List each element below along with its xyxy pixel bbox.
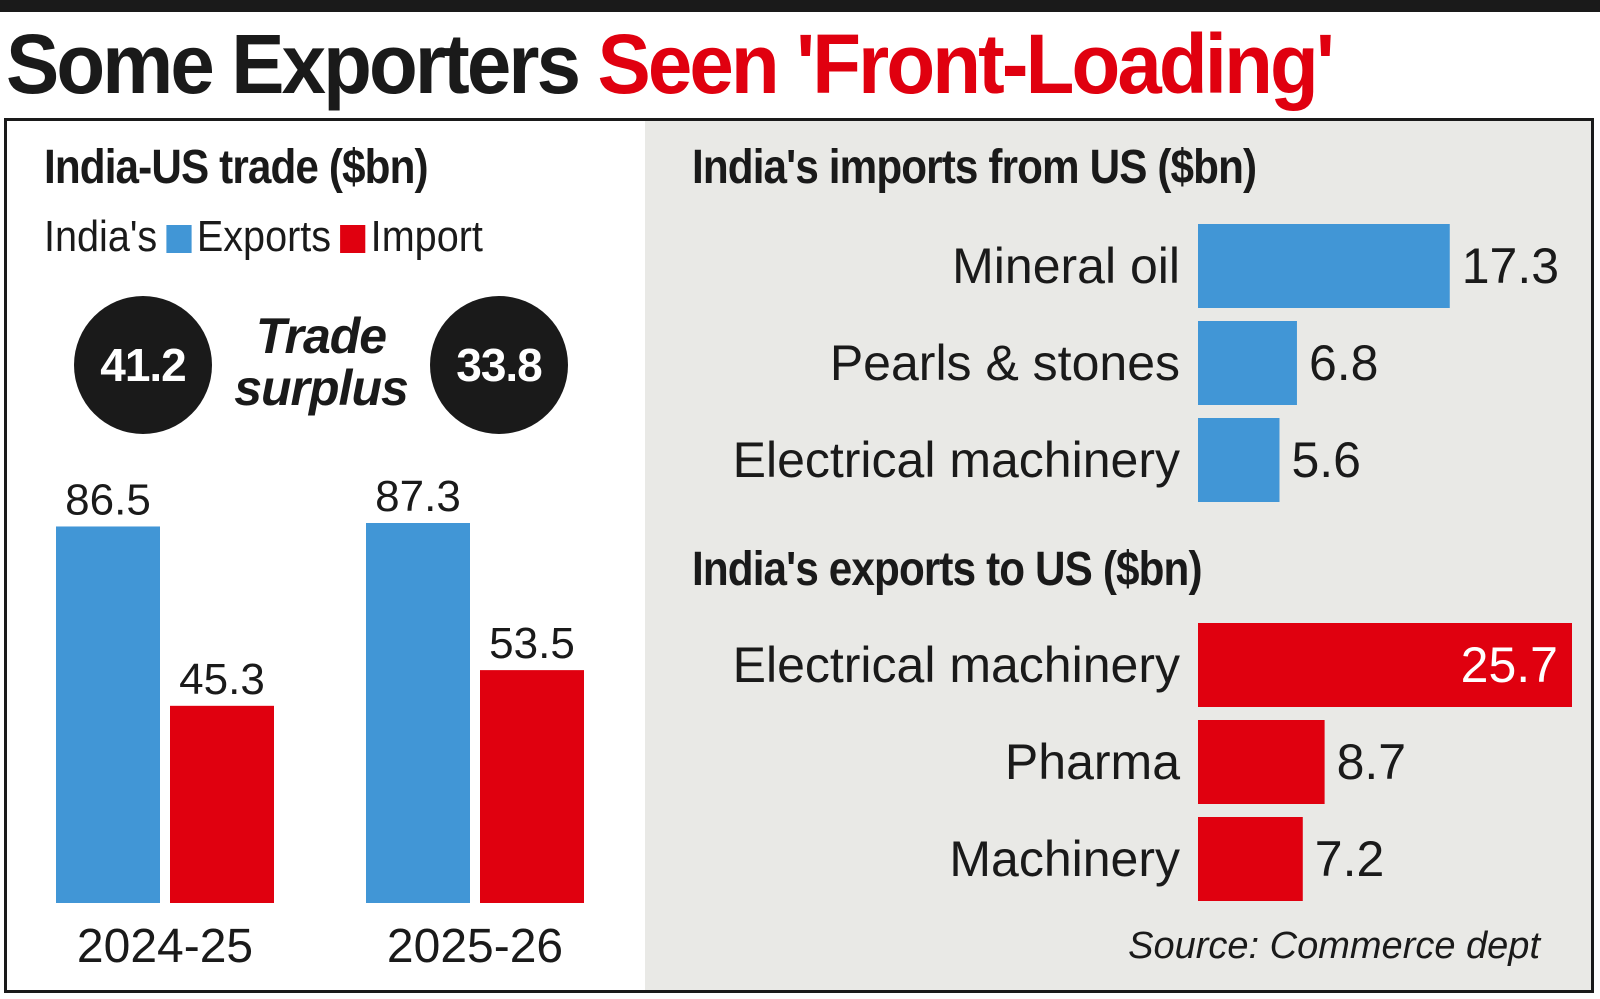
- legend-prefix: India's: [44, 212, 158, 261]
- legend-exports-swatch: [166, 225, 192, 253]
- exports-value-pharma: 8.7: [1337, 734, 1407, 790]
- bar-import-2024-25: [170, 705, 274, 903]
- bar-exports-2025-26: [366, 523, 470, 903]
- label-exports-2024-25: 86.5: [65, 475, 151, 524]
- imports-category-pearls-stones: Pearls & stones: [830, 335, 1180, 391]
- headline-part-black: Some Exporters: [6, 17, 581, 111]
- exports-category-pharma: Pharma: [1005, 734, 1180, 790]
- surplus-value-2025-26: 33.8: [456, 339, 543, 391]
- imports-category-mineral-oil: Mineral oil: [952, 238, 1180, 294]
- bar-exports-2024-25: [56, 526, 160, 903]
- x-tick-2024-25: 2024-25: [77, 920, 253, 973]
- trade-legend: India's Exports Import: [44, 212, 483, 262]
- source-note: Source: Commerce dept: [1128, 925, 1540, 967]
- exports-value-electrical-machinery: 25.7: [1461, 637, 1558, 693]
- imports-bar-pearls-stones: [1198, 321, 1297, 405]
- imports-value-pearls-stones: 6.8: [1309, 335, 1379, 391]
- trade-chart-title: India-US trade ($bn): [44, 141, 429, 194]
- headline-part-red: Seen 'Front-Loading': [597, 17, 1334, 111]
- surplus-circle-2025-26: 33.8: [430, 296, 568, 434]
- imports-bar-mineral-oil: [1198, 224, 1450, 308]
- exports-bar-electrical-machinery: [1198, 623, 1572, 707]
- headline: Some Exporters Seen 'Front-Loading': [6, 6, 1335, 114]
- trade-bar-chart: 86.5 45.3 2024-25 87.3 53.5 2025-26: [56, 472, 584, 973]
- imports-chart-title: India's imports from US ($bn): [692, 141, 1257, 194]
- exports-bar-machinery: [1198, 817, 1303, 901]
- label-import-2024-25: 45.3: [179, 655, 265, 704]
- surplus-value-2024-25: 41.2: [100, 339, 187, 391]
- exports-category-machinery: Machinery: [949, 831, 1180, 887]
- legend-import-swatch: [340, 225, 366, 253]
- legend-import-label: Import: [370, 212, 483, 261]
- imports-bar-electrical-machinery: [1198, 418, 1280, 502]
- exports-chart-title: India's exports to US ($bn): [692, 543, 1203, 596]
- top-rule: [0, 0, 1600, 12]
- legend-exports-label: Exports: [196, 212, 332, 261]
- imports-category-electrical-machinery: Electrical machinery: [733, 432, 1180, 488]
- exports-bar-pharma: [1198, 720, 1325, 804]
- exports-category-electrical-machinery: Electrical machinery: [733, 637, 1180, 693]
- trade-surplus-label: Trade surplus: [226, 310, 416, 414]
- trade-surplus-label-line1: Trade: [255, 308, 387, 364]
- exports-value-machinery: 7.2: [1315, 831, 1385, 887]
- x-tick-2025-26: 2025-26: [387, 920, 563, 973]
- trade-surplus-label-line2: surplus: [234, 360, 409, 416]
- surplus-circle-2024-25: 41.2: [74, 296, 212, 434]
- label-import-2025-26: 53.5: [489, 619, 575, 668]
- label-exports-2025-26: 87.3: [375, 472, 461, 521]
- imports-value-mineral-oil: 17.3: [1462, 238, 1559, 294]
- imports-value-electrical-machinery: 5.6: [1291, 432, 1361, 488]
- bar-import-2025-26: [480, 670, 584, 903]
